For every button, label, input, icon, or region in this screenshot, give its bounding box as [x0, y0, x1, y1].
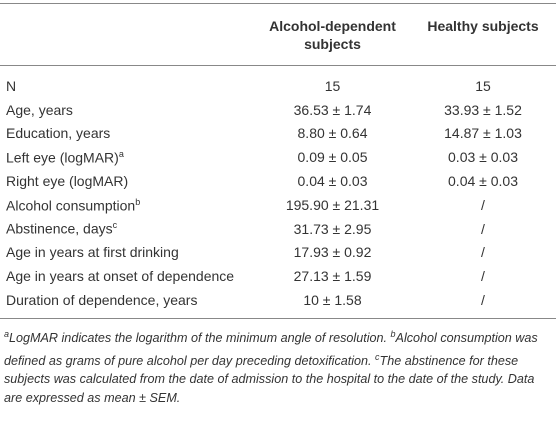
label-text: Age, years: [6, 101, 73, 118]
value-cell: 10 ± 1.58: [303, 292, 362, 309]
value-cell: /: [481, 268, 485, 285]
row-label: Age in years at first drinking: [0, 241, 255, 265]
label-text: Abstinence, days: [6, 221, 113, 237]
table-row: Duration of dependence, years 10 ± 1.58 /: [0, 288, 556, 319]
table-row: Right eye (logMAR) 0.04 ± 0.03 0.04 ± 0.03: [0, 169, 556, 193]
footnote-marker: b: [390, 328, 396, 339]
value-cell: 33.93 ± 1.52: [444, 101, 522, 118]
data-table: Alcohol-dependent subjects Healthy subjec…: [0, 3, 556, 319]
table-row: N 15 15: [0, 66, 556, 98]
row-label: N: [0, 66, 255, 98]
table-row: Education, years 8.80 ± 0.64 14.87 ± 1.03: [0, 122, 556, 146]
value-cell: 17.93 ± 0.92: [293, 244, 372, 261]
value-cell: /: [481, 292, 485, 309]
value-cell: 0.04 ± 0.03: [297, 173, 368, 190]
value-cell: 31.73 ± 2.95: [293, 220, 372, 237]
value-cell: /: [481, 220, 485, 237]
value-cell: 195.90 ± 21.31: [285, 196, 380, 213]
table-row: Age, years 36.53 ± 1.74 33.93 ± 1.52: [0, 98, 556, 122]
row-label: Age in years at onset of dependence: [0, 264, 255, 288]
label-text: Duration of dependence, years: [6, 292, 198, 309]
table-row: Abstinence, daysc 31.73 ± 2.95 /: [0, 217, 556, 241]
footnote-text: Alcohol consumption was defined as grams…: [4, 331, 538, 368]
value-cell: 8.80 ± 0.64: [297, 125, 368, 142]
value-cell: 14.87 ± 1.03: [444, 125, 522, 142]
value-cell: 27.13 ± 1.59: [293, 268, 372, 285]
footnote: bAlcohol consumption was defined as gram…: [4, 328, 538, 368]
footnote-marker: c: [112, 220, 118, 231]
label-text: Age in years at first drinking: [6, 244, 179, 261]
label-text: N: [6, 77, 17, 94]
label-text: Left eye (logMAR): [6, 149, 119, 166]
table-row: Age in years at first drinking 17.93 ± 0.…: [0, 241, 556, 265]
value-cell: 0.03 ± 0.03: [448, 149, 518, 166]
footnotes: aLogMAR indicates the logarithm of the m…: [0, 319, 556, 407]
row-label: Age, years: [0, 98, 255, 122]
value-cell: 36.53 ± 1.74: [293, 101, 372, 118]
table-header: Alcohol-dependent subjects Healthy subjec…: [0, 3, 556, 66]
table-row: Left eye (logMAR)a 0.09 ± 0.05 0.03 ± 0.03: [0, 145, 556, 169]
table-body: N 15 15 Age, years 36.53 ± 1.74 33.93 ± 1.52 E…: [0, 66, 556, 319]
value-cell: 0.09 ± 0.05: [297, 149, 368, 166]
header-cell: [0, 4, 255, 66]
header-row: Alcohol-dependent subjects Healthy subjec…: [0, 3, 556, 66]
value-cell: /: [481, 196, 485, 213]
label-text: Alcohol consumption: [6, 197, 136, 214]
header-cell: Alcohol-dependent subjects: [269, 18, 396, 52]
row-label: Alcohol consumptionb: [0, 193, 255, 217]
label-text: Age in years at onset of dependence: [6, 268, 235, 285]
footnote-marker: b: [135, 196, 141, 207]
value-cell: 15: [324, 77, 341, 94]
value-cell: 15: [475, 77, 491, 94]
row-label: Education, years: [0, 122, 255, 146]
table-row: Alcohol consumptionb 195.90 ± 21.31 /: [0, 193, 556, 217]
footnote-text: The abstinence for these subjects was ca…: [4, 353, 535, 405]
label-text: Education, years: [6, 125, 111, 142]
footnote-marker: a: [4, 328, 10, 339]
footnote-text: LogMAR indicates the logarithm of the mi…: [9, 331, 388, 346]
footnote-marker: a: [118, 148, 124, 159]
header-cell: Healthy subjects: [427, 18, 539, 34]
value-cell: /: [481, 244, 485, 261]
footnote: cThe abstinence for these subjects was c…: [4, 351, 535, 405]
row-label: Right eye (logMAR): [0, 169, 255, 193]
row-label: Left eye (logMAR)a: [0, 145, 255, 169]
table-row: Age in years at onset of dependence 27.13…: [0, 264, 556, 288]
value-cell: 0.04 ± 0.03: [448, 173, 518, 190]
page: Alcohol-dependent subjects Healthy subjec…: [0, 3, 556, 440]
footnote-marker: c: [375, 351, 380, 362]
row-label: Duration of dependence, years: [0, 288, 255, 318]
label-text: Right eye (logMAR): [6, 173, 129, 190]
footnote: aLogMAR indicates the logarithm of the m…: [4, 328, 388, 346]
row-label: Abstinence, daysc: [0, 217, 255, 241]
